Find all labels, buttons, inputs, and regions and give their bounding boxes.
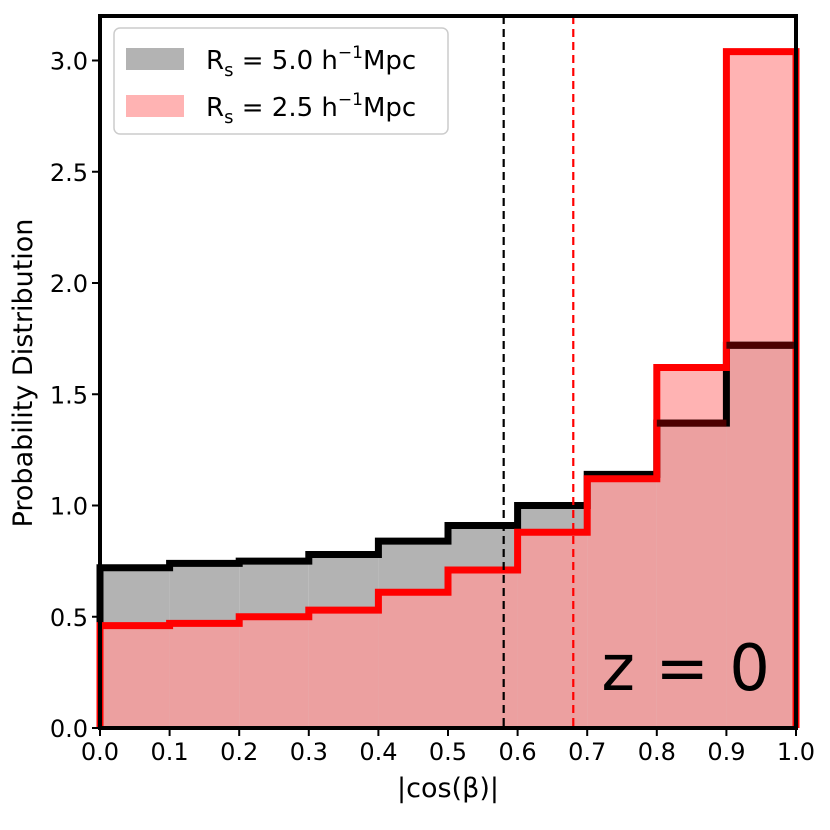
y-tick-label: 3.0 (50, 48, 88, 76)
y-axis-label: Probability Distribution (8, 219, 39, 528)
bar-series-1-bin-9 (726, 51, 796, 729)
bar-series-1-bin-1 (169, 623, 240, 728)
x-tick-label: 0.4 (359, 738, 397, 766)
x-tick-label: 0.1 (151, 738, 189, 766)
bar-series-1-bin-0 (100, 625, 170, 728)
y-tick-label: 1.0 (50, 493, 88, 521)
redshift-annotation: z = 0 (601, 632, 770, 706)
legend-entry-series-0: Rs = 5.0 h−1Mpc (206, 43, 416, 81)
x-tick-label: 0.9 (707, 738, 745, 766)
bar-series-1-bin-7 (587, 478, 657, 728)
x-tick-label: 1.0 (777, 738, 815, 766)
y-tick-label: 2.5 (50, 159, 88, 187)
x-tick-label: 0.8 (638, 738, 676, 766)
x-tick-label: 0.7 (568, 738, 606, 766)
x-tick-label: 0.6 (499, 738, 537, 766)
bar-series-1-bin-5 (448, 570, 518, 728)
histogram-step-lines (96, 48, 800, 728)
bar-series-1-bin-6 (517, 532, 588, 728)
bar-series-1-bin-2 (239, 616, 309, 728)
y-tick-label: 2.0 (50, 270, 88, 298)
legend-swatch-series-0 (126, 48, 184, 70)
step-line-series-1 (96, 48, 800, 728)
bar-series-1-bin-8 (656, 367, 727, 728)
legend-entry-series-1: Rs = 2.5 h−1Mpc (206, 90, 416, 128)
legend-swatch-series-1 (126, 95, 184, 117)
legend: Rs = 5.0 h−1Mpc Rs = 2.5 h−1Mpc (113, 27, 449, 135)
legend-box (113, 27, 449, 135)
x-tick-label: 0.3 (290, 738, 328, 766)
bar-series-1-bin-4 (378, 592, 448, 728)
bar-series-1-bin-3 (308, 610, 379, 728)
x-tick-label: 0.2 (220, 738, 258, 766)
x-axis-label: |cos(β)| (397, 773, 499, 804)
x-tick-label: 0.0 (81, 738, 119, 766)
y-tick-label: 0.5 (50, 604, 88, 632)
x-axis-ticks: 0.0 0.1 0.2 0.3 0.4 0.5 0.6 0.7 0.8 0.9 1.0 (81, 728, 815, 766)
y-axis-ticks: 0.0 0.5 1.0 1.5 2.0 2.5 3.0 (50, 48, 100, 743)
mean-lines (502, 16, 575, 728)
histogram-fills (100, 51, 796, 729)
x-tick-label: 0.5 (429, 738, 467, 766)
y-tick-label: 0.0 (50, 715, 88, 743)
y-tick-label: 1.5 (50, 381, 88, 409)
series-1-bars (100, 51, 796, 729)
